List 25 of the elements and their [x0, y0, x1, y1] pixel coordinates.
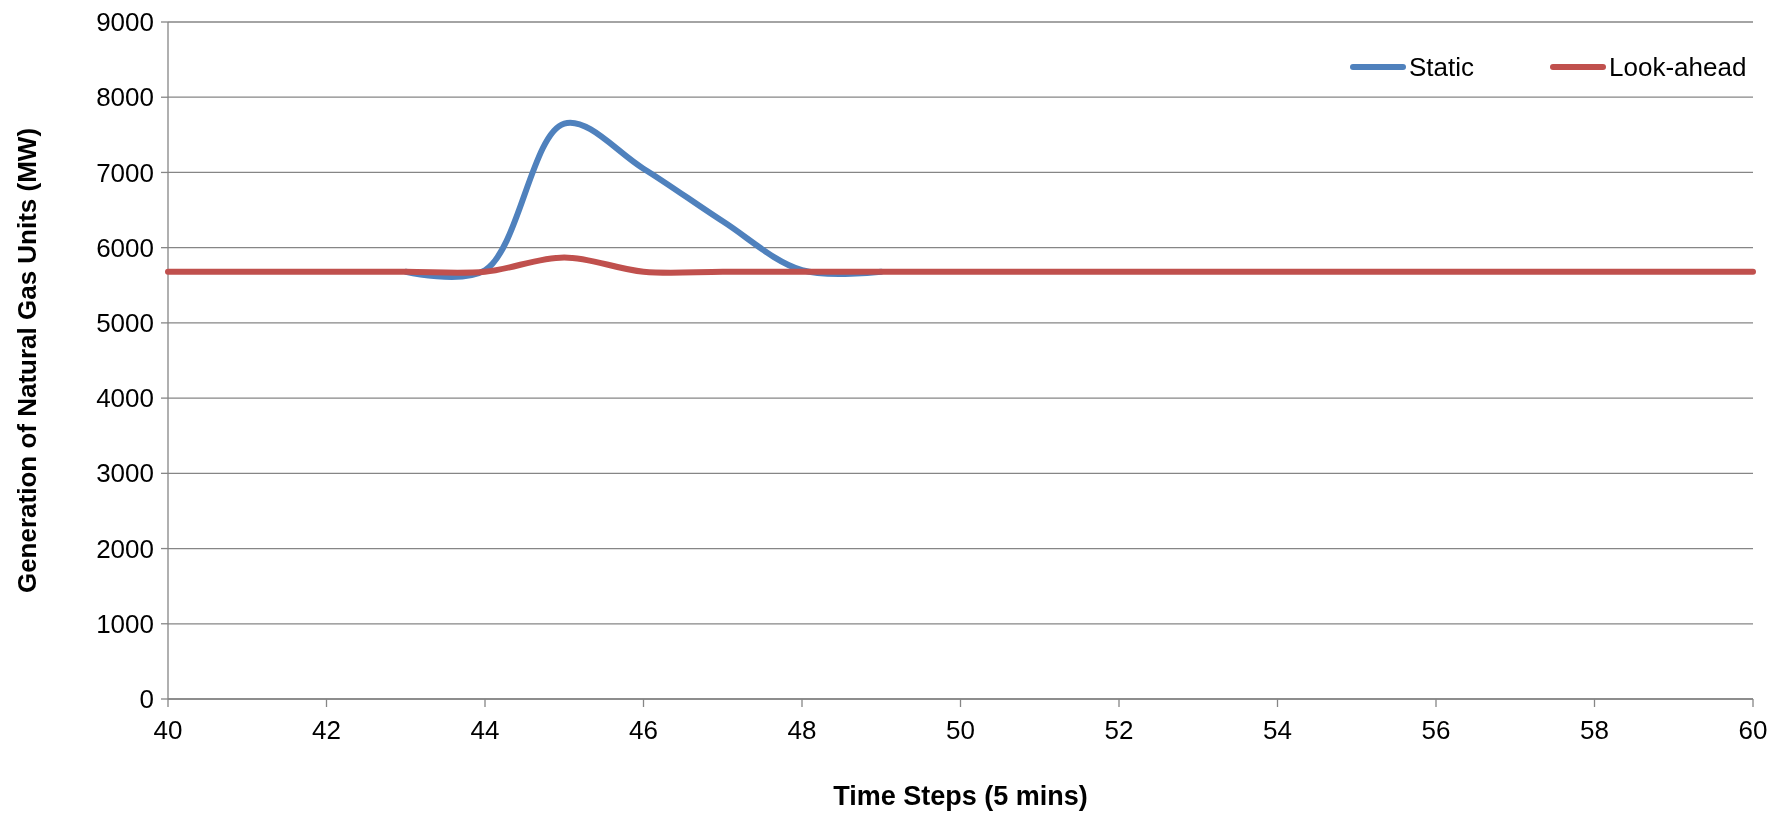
x-tick-label: 56 — [1421, 715, 1451, 745]
x-axis-title: Time Steps (5 mins) — [833, 781, 1088, 811]
y-tick-label: 8000 — [96, 82, 154, 113]
y-tick-label: 5000 — [96, 307, 154, 338]
y-tick-label: 4000 — [96, 383, 154, 414]
x-tick-label: 46 — [629, 715, 658, 745]
legend-label: Static — [1409, 52, 1475, 83]
y-tick-label: 3000 — [96, 458, 154, 489]
x-tick-label: 58 — [1580, 715, 1609, 745]
x-tick-label: 48 — [787, 715, 817, 745]
x-tick-label: 44 — [470, 715, 500, 745]
y-tick-label: 0 — [139, 684, 154, 715]
y-tick-label: 9000 — [96, 7, 154, 38]
x-tick-label: 54 — [1263, 715, 1292, 745]
x-tick-label: 50 — [946, 715, 975, 745]
y-tick-label: 7000 — [96, 157, 154, 188]
y-tick-label: 1000 — [96, 608, 154, 639]
y-axis-title: Generation of Natural Gas Units (MW) — [12, 127, 42, 594]
legend-label: Look-ahead — [1609, 52, 1747, 83]
x-tick-label: 60 — [1738, 715, 1768, 745]
x-tick-label: 52 — [1104, 715, 1134, 745]
y-tick-label: 2000 — [96, 533, 154, 564]
x-tick-label: 40 — [153, 715, 183, 745]
x-tick-label: 42 — [312, 715, 341, 745]
y-tick-label: 6000 — [96, 232, 154, 263]
